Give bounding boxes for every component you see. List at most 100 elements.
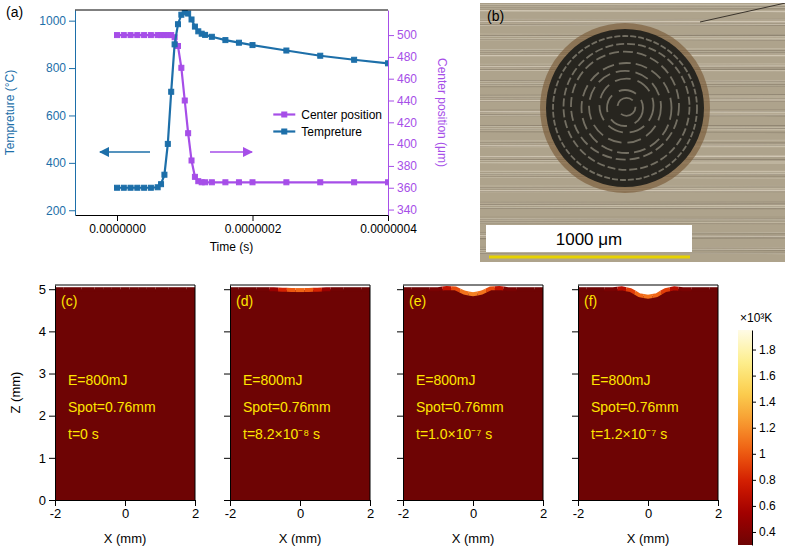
tick-label: 400 (397, 137, 417, 151)
tick-mark (388, 166, 394, 167)
tick-label: 400 (46, 156, 66, 170)
surface-temperature (81, 287, 94, 291)
tick-label: 0 (470, 506, 477, 521)
tick-label: 200 (46, 204, 66, 218)
tick-mark (572, 331, 578, 332)
tick-mark (224, 374, 230, 375)
tick-label: 1000 (39, 14, 66, 28)
tick-mark (388, 122, 394, 123)
tick: 1 (752, 447, 766, 461)
panel-letter: (e) (409, 293, 426, 309)
axis: 0.40.60.811.21.41.61.8 (752, 331, 776, 546)
surface-temperature (103, 287, 112, 291)
surface-temperature (129, 287, 138, 291)
marker (250, 43, 255, 48)
tick-mark (572, 416, 578, 417)
material (578, 288, 718, 500)
surface-temperature (442, 286, 451, 291)
surface-temperature (361, 287, 370, 291)
texture (480, 208, 785, 209)
tick: 500 (388, 28, 417, 42)
tick-mark (388, 101, 394, 102)
tick: 0 (39, 493, 55, 508)
tick-label: 0 (297, 506, 304, 521)
surface-temperature (604, 287, 617, 291)
annotation: Spot=0.76mm (416, 399, 504, 415)
axis-line (752, 331, 753, 546)
axis (397, 286, 404, 501)
tick-mark (388, 188, 394, 189)
surface-temperature (186, 287, 195, 291)
tick: 360 (388, 181, 417, 195)
tick-label: 500 (397, 28, 417, 42)
tick: 2 (192, 500, 199, 521)
tick (397, 289, 403, 290)
crater-ring (589, 71, 661, 143)
surface-temperature (322, 287, 331, 291)
texture (480, 7, 785, 9)
tick: 1000 (39, 14, 75, 28)
marker (284, 48, 289, 53)
texture (480, 22, 785, 23)
tick-label: 0 (645, 506, 652, 521)
tick: 0 (122, 500, 129, 521)
frame-right (195, 285, 196, 500)
frame-top (578, 285, 718, 286)
texture (700, 3, 785, 22)
tick-mark (752, 506, 756, 507)
axis: -202 (398, 500, 547, 521)
tick: 1.6 (752, 369, 776, 383)
tick: 0.0000004 (360, 215, 417, 236)
axis: 2004006008001000 (39, 11, 75, 218)
tick-label: 0.0000000 (89, 222, 146, 236)
axis-title: Tempreture (°C) (3, 70, 17, 155)
series-line (117, 35, 388, 182)
marker (182, 98, 187, 103)
tick-mark (55, 500, 56, 506)
tick: 460 (388, 72, 417, 86)
surface-temperature (495, 286, 504, 291)
crater-ring (553, 36, 697, 180)
surface-temperature (256, 287, 269, 291)
axis: -202 (50, 500, 199, 521)
tick-mark (397, 458, 403, 459)
tick-label: 0.0000002 (225, 222, 282, 236)
marker (135, 185, 140, 190)
surface-temperature (486, 288, 495, 290)
colorbar: 0.40.60.811.21.41.61.8×10³K (738, 311, 776, 546)
marker (162, 172, 167, 177)
tick-mark (648, 500, 649, 506)
surface-temperature (296, 288, 305, 292)
tick-mark (752, 480, 756, 481)
surface-temperature (278, 287, 287, 291)
tick: 1.4 (752, 395, 776, 409)
tick-mark (224, 458, 230, 459)
surface-temperature (121, 287, 130, 291)
tick-mark (69, 210, 75, 211)
tick-label: 0.6 (759, 499, 776, 513)
tick-label: 5 (39, 282, 46, 297)
tick-mark (388, 57, 394, 58)
axis: 340360380400420440460480500 (388, 11, 417, 217)
tick-mark (543, 500, 544, 506)
marker (172, 42, 177, 47)
marker (165, 141, 170, 146)
tick: 4 (39, 324, 55, 339)
marker (209, 180, 214, 185)
axis: 012345 (39, 282, 56, 508)
tick-mark (388, 210, 394, 211)
marker (352, 180, 357, 185)
tick-mark (69, 68, 75, 69)
tick-mark (224, 416, 230, 417)
tick-label: 2 (715, 506, 722, 521)
tick: 400 (46, 156, 75, 170)
marker (386, 61, 389, 66)
tick: 480 (388, 50, 417, 64)
crater-ring (571, 52, 679, 160)
axis (572, 286, 579, 501)
tick: 800 (46, 61, 75, 75)
colorbar-scale (738, 330, 752, 545)
marker (159, 182, 164, 187)
material (403, 288, 543, 500)
tick-label: 480 (397, 50, 417, 64)
